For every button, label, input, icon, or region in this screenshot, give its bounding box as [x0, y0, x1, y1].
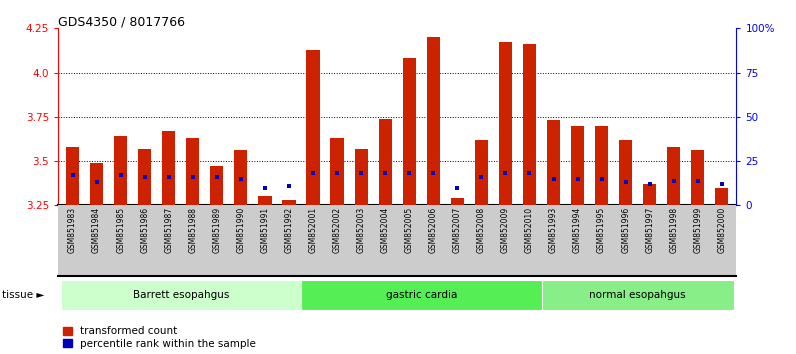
FancyBboxPatch shape [541, 280, 734, 310]
Bar [138, 149, 151, 205]
Bar [716, 188, 728, 205]
Bar [523, 44, 536, 205]
Bar [234, 150, 248, 205]
Text: GSM851989: GSM851989 [213, 207, 221, 253]
Bar [210, 166, 224, 205]
Text: GSM851990: GSM851990 [236, 207, 245, 253]
Text: GSM852007: GSM852007 [453, 207, 462, 253]
Bar [643, 184, 657, 205]
Bar [571, 126, 584, 205]
Text: GSM851983: GSM851983 [68, 207, 77, 253]
FancyBboxPatch shape [301, 280, 541, 310]
Bar [403, 58, 416, 205]
Text: gastric cardia: gastric cardia [385, 290, 457, 300]
Bar [499, 42, 512, 205]
Text: GSM851999: GSM851999 [693, 207, 702, 253]
Text: GSM851986: GSM851986 [140, 207, 149, 253]
Bar [667, 147, 681, 205]
Bar [90, 163, 103, 205]
Bar [283, 200, 295, 205]
Bar [354, 149, 368, 205]
Text: GSM851992: GSM851992 [284, 207, 294, 253]
Bar [379, 119, 392, 205]
Bar [451, 198, 464, 205]
Text: GSM851988: GSM851988 [189, 207, 197, 253]
Text: GSM851993: GSM851993 [549, 207, 558, 253]
Legend: transformed count, percentile rank within the sample: transformed count, percentile rank withi… [64, 326, 256, 349]
Text: GDS4350 / 8017766: GDS4350 / 8017766 [58, 16, 185, 29]
Bar [186, 138, 199, 205]
Text: GSM852001: GSM852001 [309, 207, 318, 253]
Bar [66, 147, 79, 205]
Bar [547, 120, 560, 205]
Text: GSM852009: GSM852009 [501, 207, 510, 253]
FancyBboxPatch shape [60, 280, 301, 310]
Text: GSM852010: GSM852010 [525, 207, 534, 253]
Bar [306, 50, 320, 205]
Text: GSM852004: GSM852004 [380, 207, 390, 253]
Text: GSM851987: GSM851987 [164, 207, 174, 253]
Text: GSM852002: GSM852002 [333, 207, 341, 253]
Bar [162, 131, 175, 205]
Bar [259, 196, 271, 205]
Text: tissue ►: tissue ► [2, 290, 45, 300]
Text: GSM851996: GSM851996 [621, 207, 630, 253]
Text: GSM852006: GSM852006 [429, 207, 438, 253]
Text: GSM852008: GSM852008 [477, 207, 486, 253]
Text: GSM851991: GSM851991 [260, 207, 269, 253]
Text: Barrett esopahgus: Barrett esopahgus [133, 290, 229, 300]
Text: normal esopahgus: normal esopahgus [589, 290, 686, 300]
Text: GSM851985: GSM851985 [116, 207, 125, 253]
Text: GSM852005: GSM852005 [404, 207, 414, 253]
Text: GSM851997: GSM851997 [646, 207, 654, 253]
Text: GSM851994: GSM851994 [573, 207, 582, 253]
Bar [330, 138, 344, 205]
Text: GSM851998: GSM851998 [669, 207, 678, 253]
Text: GSM852003: GSM852003 [357, 207, 365, 253]
Bar [619, 140, 632, 205]
Bar [691, 150, 704, 205]
Bar [474, 140, 488, 205]
Bar [595, 126, 608, 205]
Text: GSM851984: GSM851984 [92, 207, 101, 253]
Text: GSM851995: GSM851995 [597, 207, 606, 253]
Bar [114, 136, 127, 205]
Text: GSM852000: GSM852000 [717, 207, 727, 253]
Bar [427, 37, 440, 205]
